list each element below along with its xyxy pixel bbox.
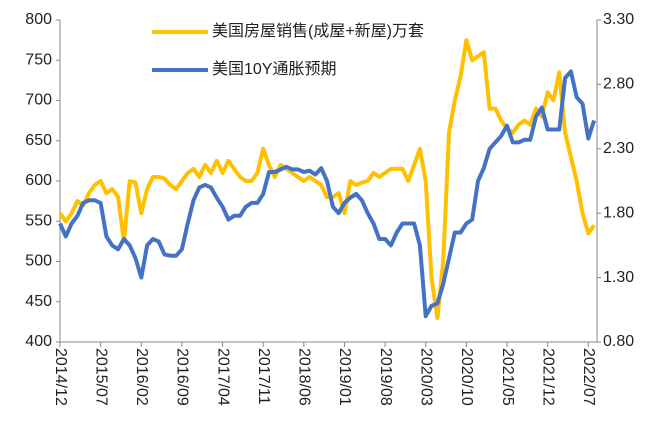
x-tick-label: 2016/02	[133, 348, 150, 406]
y-tick-label: 400	[25, 333, 52, 350]
y2-tick-label: 1.80	[603, 204, 634, 221]
x-tick-label: 2014/12	[52, 348, 69, 406]
y2-tick-label: 3.30	[603, 11, 634, 28]
legend-label: 美国10Y通胀预期	[212, 60, 336, 78]
x-tick-label: 2015/07	[92, 348, 109, 406]
legend-label: 美国房屋销售(成屋+新屋)万套	[212, 22, 424, 40]
series-line	[58, 69, 597, 319]
x-tick-label: 2022/07	[580, 348, 597, 406]
y-tick-label: 700	[25, 92, 52, 109]
y-tick-label: 800	[25, 11, 52, 28]
y-tick-label: 650	[25, 132, 52, 149]
x-tick-label: 2020/03	[418, 348, 435, 406]
x-tick-label: 2019/08	[377, 348, 394, 406]
y2-tick-label: 1.30	[603, 269, 634, 286]
x-tick-label: 2017/04	[214, 348, 231, 406]
y-tick-label: 500	[25, 253, 52, 270]
y2-tick-label: 0.80	[603, 333, 634, 350]
x-tick-label: 2021/05	[499, 348, 516, 406]
y-tick-label: 750	[25, 51, 52, 68]
x-tick-label: 2018/06	[296, 348, 313, 406]
x-tick-label: 2021/12	[539, 348, 556, 406]
x-tick-label: 2016/09	[174, 348, 191, 406]
y2-tick-label: 2.80	[603, 76, 634, 93]
y-tick-label: 450	[25, 293, 52, 310]
y-tick-label: 600	[25, 172, 52, 189]
y2-tick-label: 2.30	[603, 140, 634, 157]
x-tick-label: 2017/11	[255, 348, 272, 405]
y-tick-label: 550	[25, 212, 52, 229]
x-tick-label: 2019/01	[336, 348, 353, 406]
x-tick-label: 2020/10	[458, 348, 475, 406]
